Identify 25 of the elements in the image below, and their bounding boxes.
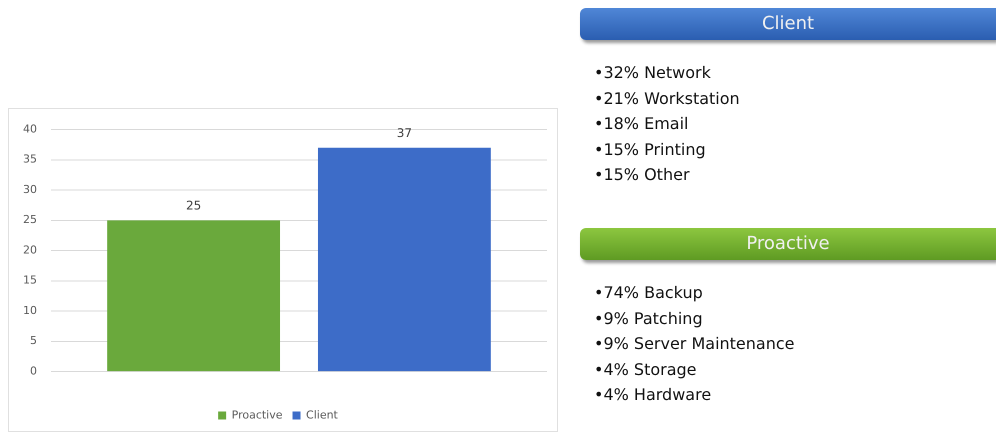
text: •4% Hardware: [594, 384, 712, 406]
text: •21% Workstation: [594, 88, 741, 110]
text: •18% Email: [594, 113, 690, 135]
text: •15% Printing: [594, 138, 707, 160]
text: Client: [580, 8, 996, 40]
text: •74% Backup: [594, 282, 704, 304]
y-tick-label: 25: [22, 213, 37, 226]
data-label: 25: [186, 198, 202, 212]
data-label: 37: [396, 126, 412, 140]
text: •4% Storage: [594, 358, 698, 380]
y-tick-label: 15: [22, 274, 37, 287]
text: •15% Other: [594, 164, 691, 186]
legend-label: Client: [306, 408, 339, 422]
y-tick-label: 30: [22, 182, 37, 196]
y-tick-label: 20: [22, 243, 37, 256]
y-tick-label: 40: [22, 122, 37, 136]
y-tick-label: 5: [30, 334, 37, 348]
y-tick-label: 35: [22, 152, 37, 166]
text: •9% Patching: [594, 308, 704, 330]
legend-label: Proactive: [232, 408, 283, 422]
y-tick-label: 0: [30, 364, 37, 378]
text: •32% Network: [594, 62, 712, 84]
text: •9% Server Maintenance: [594, 333, 796, 355]
y-tick-label: 10: [22, 304, 37, 317]
text: Proactive: [580, 228, 996, 260]
